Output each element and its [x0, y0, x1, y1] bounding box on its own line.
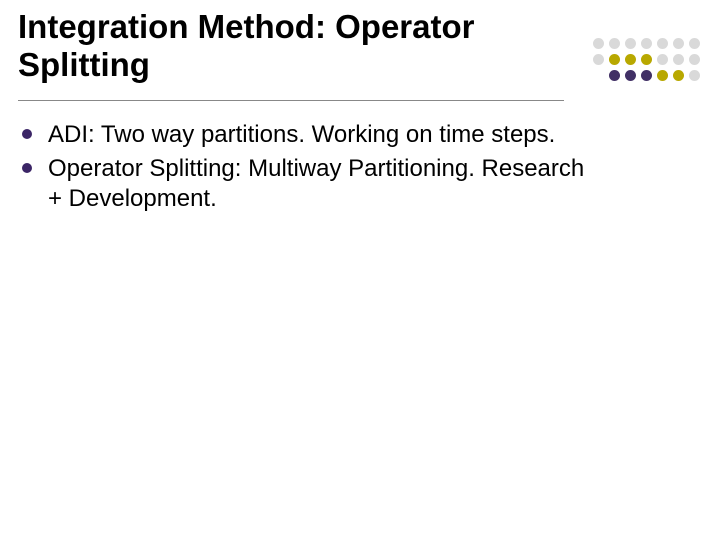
- decoration-dot: [641, 70, 652, 81]
- slide: Integration Method: Operator Splitting A…: [0, 0, 720, 540]
- decoration-dot: [593, 54, 604, 65]
- list-item: ADI: Two way partitions. Working on time…: [22, 120, 602, 150]
- decoration-dot: [625, 54, 636, 65]
- decoration-dot: [673, 70, 684, 81]
- dot-row: [593, 54, 700, 65]
- decoration-dot: [609, 70, 620, 81]
- bullet-icon: [22, 163, 32, 173]
- decoration-dot: [609, 54, 620, 65]
- dot-row: [593, 70, 700, 81]
- decoration-dot: [689, 38, 700, 49]
- list-item: Operator Splitting: Multiway Partitionin…: [22, 154, 602, 214]
- decoration-dot: [609, 38, 620, 49]
- decoration-dot: [673, 38, 684, 49]
- decoration-dot: [641, 54, 652, 65]
- slide-title: Integration Method: Operator Splitting: [18, 8, 578, 84]
- bullet-list: ADI: Two way partitions. Working on time…: [22, 120, 602, 218]
- decoration-dot: [689, 54, 700, 65]
- decoration-dot: [657, 70, 668, 81]
- decoration-dot: [657, 38, 668, 49]
- bullet-text: Operator Splitting: Multiway Partitionin…: [48, 154, 602, 214]
- decoration-dot: [625, 70, 636, 81]
- decoration-dot: [673, 54, 684, 65]
- title-block: Integration Method: Operator Splitting: [18, 8, 578, 84]
- decoration-dot: [689, 70, 700, 81]
- title-underline: [18, 100, 564, 101]
- bullet-text: ADI: Two way partitions. Working on time…: [48, 120, 555, 150]
- decoration-dot: [625, 38, 636, 49]
- corner-decoration: [593, 38, 700, 81]
- dot-row: [593, 38, 700, 49]
- decoration-dot: [641, 38, 652, 49]
- decoration-dot: [593, 38, 604, 49]
- decoration-dot: [657, 54, 668, 65]
- bullet-icon: [22, 129, 32, 139]
